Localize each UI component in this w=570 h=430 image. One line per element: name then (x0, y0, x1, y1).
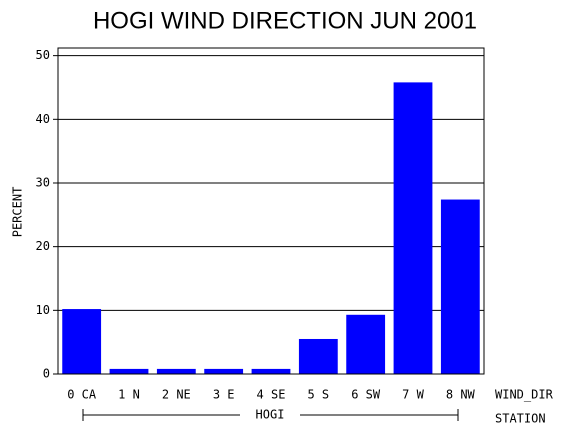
chart-title: HOGI WIND DIRECTION JUN 2001 (93, 7, 477, 34)
y-tick-label: 30 (36, 175, 50, 189)
group-axis-label: STATION (495, 412, 546, 426)
x-tick-label: 8 NW (446, 388, 476, 402)
bar (298, 338, 338, 374)
y-tick-label: 20 (36, 239, 50, 253)
y-tick-label: 0 (43, 367, 50, 381)
bar (156, 368, 196, 374)
bar (62, 309, 102, 374)
x-tick-label: 5 S (307, 388, 329, 402)
x-tick-label: 1 N (118, 388, 140, 402)
x-axis-label: WIND_DIR (495, 388, 554, 402)
y-tick-label: 40 (36, 112, 50, 126)
x-tick-label: 4 SE (257, 388, 286, 402)
plot-frame (57, 47, 485, 375)
x-tick-label: 2 NE (162, 388, 191, 402)
bar (251, 368, 291, 374)
y-tick-label: 10 (36, 303, 50, 317)
bar (109, 368, 149, 374)
x-tick-label: 7 W (402, 388, 424, 402)
bar (393, 82, 433, 374)
y-tick-label: 50 (36, 48, 50, 62)
group-label: HOGI (256, 408, 285, 422)
x-tick-label: 3 E (213, 388, 235, 402)
bar (440, 199, 480, 374)
bar (204, 368, 244, 374)
bar (346, 314, 386, 374)
y-axis-label: PERCENT (11, 187, 25, 238)
x-tick-label: 0 CA (67, 388, 97, 402)
x-tick-label: 6 SW (351, 388, 381, 402)
